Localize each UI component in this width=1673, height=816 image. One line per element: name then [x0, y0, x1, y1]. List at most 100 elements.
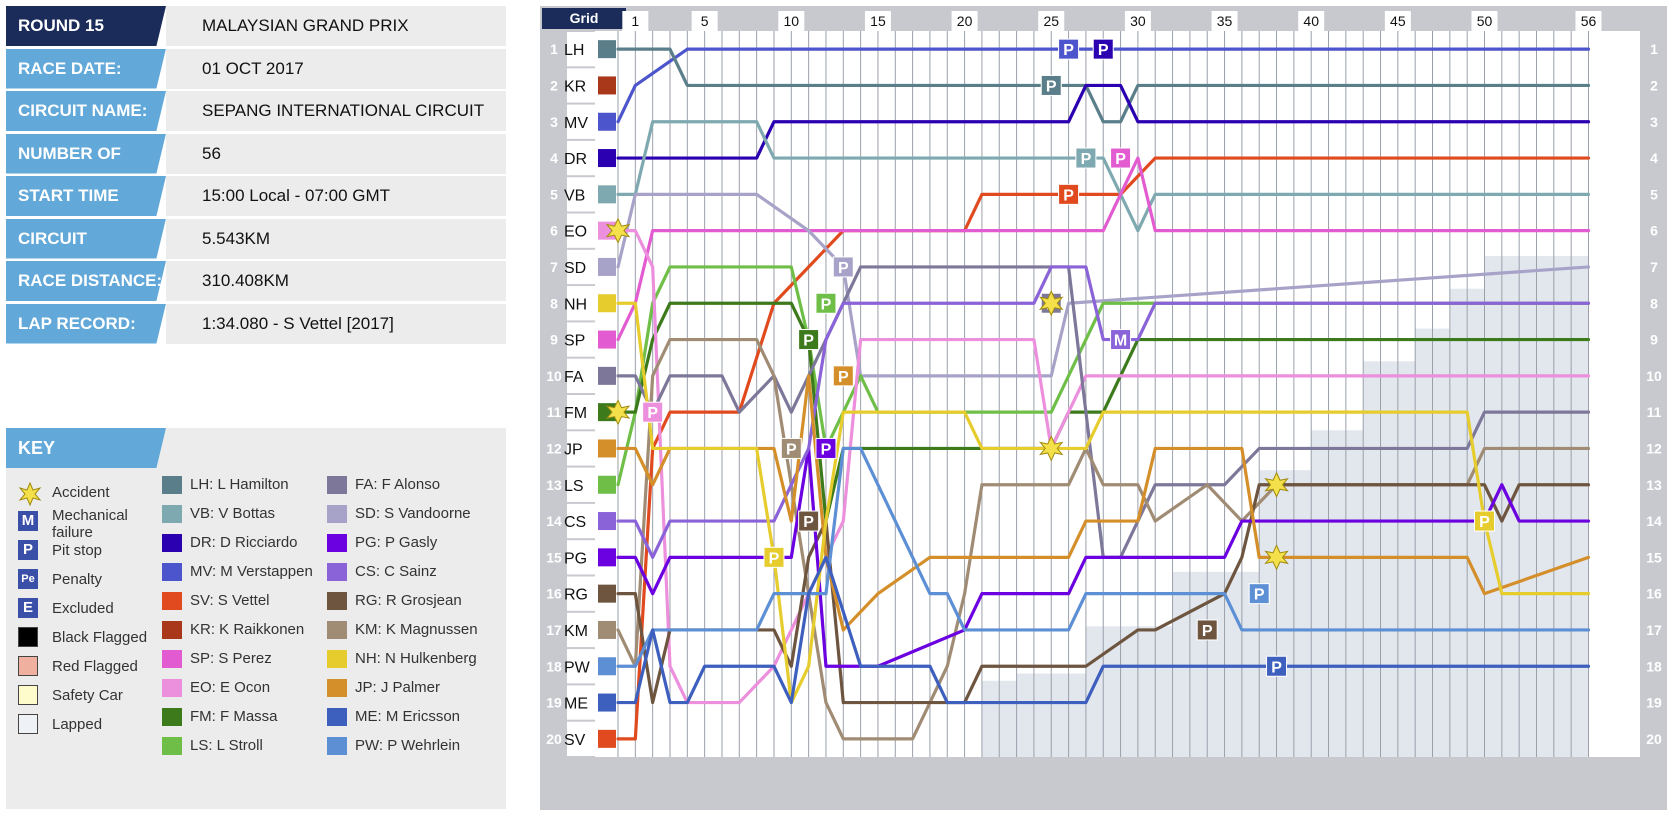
position-number: 11 [547, 404, 562, 420]
grid-driver-swatch [598, 512, 616, 531]
grid-driver-swatch [598, 475, 616, 494]
lapped-symbol-icon [18, 714, 38, 734]
accident-marker [1038, 290, 1064, 317]
series-line-dr [616, 83, 1591, 160]
pit-stop-marker-label: P [821, 441, 832, 458]
accident-marker [605, 217, 631, 244]
position-number-right: 3 [1650, 114, 1658, 130]
series-line-km [616, 337, 1591, 741]
position-number-right: 16 [1646, 586, 1662, 602]
key-label: Excluded [52, 600, 114, 617]
m-symbol-icon: M [18, 511, 38, 531]
lap-tick-bg [1575, 11, 1602, 31]
grid-driver-label: LH [564, 42, 584, 59]
grid-driver-label: KR [564, 78, 586, 95]
grid-driver-label: SD [564, 260, 586, 277]
pit-stop-marker [798, 510, 820, 532]
grid-driver-swatch [598, 330, 616, 349]
lapped-shading [1085, 626, 1173, 757]
pit-stop-marker [1196, 619, 1218, 641]
grid-label-bg [567, 721, 595, 756]
grid-label-bg [567, 612, 595, 648]
driver-key-label: JP: J Palmer [355, 679, 441, 696]
grid-driver-label: FA [564, 369, 584, 386]
grid-label-bg [567, 32, 595, 67]
pit-stop-marker [815, 437, 837, 459]
position-number: 7 [550, 259, 558, 275]
lapped-shading [1259, 470, 1312, 757]
driver-key-sp: SP: S Perez [162, 649, 272, 669]
grid-driver-label: DR [564, 151, 587, 168]
position-number: 8 [550, 295, 558, 311]
pit-stop-marker [1248, 583, 1270, 605]
accident-marker [1264, 544, 1289, 571]
p-symbol-icon: P [18, 540, 38, 560]
driver-color-swatch [162, 679, 182, 697]
pit-stop-marker [798, 329, 820, 351]
pit-stop-marker [1110, 147, 1132, 169]
position-number-right: 7 [1650, 259, 1658, 275]
pit-stop-marker [1058, 38, 1080, 60]
grid-label-bg [567, 286, 595, 321]
series-line-pg [616, 446, 1591, 668]
position-number-right: 12 [1646, 440, 1662, 456]
position-number-right: 4 [1650, 150, 1658, 166]
pit-stop-marker [1040, 74, 1062, 96]
driver-key-sd: SD: S Vandoorne [327, 504, 471, 524]
position-number-right: 2 [1650, 77, 1658, 93]
position-number: 14 [546, 513, 562, 529]
info-label: START TIME [6, 176, 166, 216]
position-number-right: 6 [1650, 223, 1658, 239]
info-value: MALAYSIAN GRAND PRIX [166, 6, 506, 46]
driver-color-swatch [162, 534, 182, 552]
grid-label-bg [567, 68, 595, 103]
grid-driver-swatch [598, 366, 616, 385]
info-row: SEPANG INTERNATIONAL CIRCUIT CIRCUIT NAME… [6, 91, 506, 131]
driver-key-nh: NH: N Hulkenberg [327, 649, 477, 669]
driver-color-swatch [162, 476, 182, 494]
driver-key-label: SV: S Vettel [190, 592, 270, 609]
position-number-right: 5 [1650, 186, 1658, 202]
position-number: 1 [550, 41, 558, 57]
pit-stop-marker-label: P [1063, 42, 1074, 59]
info-label: CIRCUIT NAME: [6, 91, 166, 131]
pit-stop-marker [815, 292, 837, 314]
lap-tick-label: 25 [1043, 13, 1059, 29]
info-label: RACE DATE: [6, 48, 166, 89]
lap-tick-bg [1211, 11, 1238, 31]
driver-color-swatch [162, 563, 182, 581]
grid-label-bg [567, 322, 595, 357]
position-number-right: 10 [1646, 368, 1662, 384]
driver-color-swatch [327, 563, 347, 581]
driver-color-swatch [327, 621, 347, 639]
info-value: 1:34.080 - S Vettel [2017] [166, 303, 506, 344]
info-label: ROUND 15 [6, 6, 166, 46]
driver-color-swatch [327, 708, 347, 726]
grid-label-bg [567, 467, 595, 502]
position-number: 13 [546, 477, 562, 493]
driver-key-sv: SV: S Vettel [162, 591, 270, 611]
driver-key-me: ME: M Ericsson [327, 707, 460, 727]
pit-stop-marker-label: P [838, 260, 849, 277]
grid-driver-swatch [598, 40, 616, 59]
key-label: Safety Car [52, 687, 123, 704]
key-label: Pit stop [52, 542, 103, 559]
grid-driver-label: KM [564, 623, 588, 640]
lapped-shading [1311, 430, 1364, 757]
position-number: 18 [546, 658, 562, 674]
driver-color-swatch [162, 505, 182, 523]
driver-key-fm: FM: F Massa [162, 707, 278, 727]
info-label: LAP RECORD: [6, 303, 166, 344]
pit-stop-marker [763, 546, 785, 568]
grid-driver-label: RG [564, 587, 588, 604]
pit-stop-marker-label: P [769, 550, 780, 567]
position-number: 6 [550, 223, 558, 239]
position-number: 20 [546, 731, 562, 747]
driver-color-swatch [327, 737, 347, 755]
lap-tick-bg [1124, 11, 1151, 31]
grid-driver-swatch [598, 620, 616, 639]
driver-color-swatch [327, 592, 347, 610]
position-number: 12 [546, 440, 562, 456]
key-label: Penalty [52, 571, 103, 588]
key-label: Accident [52, 484, 110, 501]
